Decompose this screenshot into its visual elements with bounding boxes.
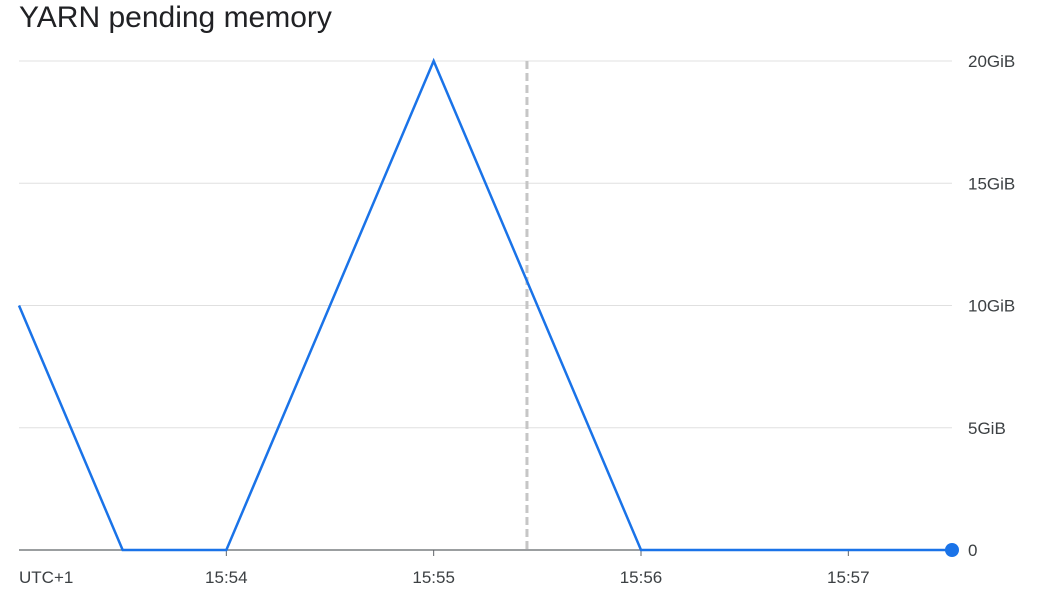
y-tick-label: 0 [968,541,977,560]
y-tick-label: 10GiB [968,297,1015,316]
data-point[interactable] [638,547,644,553]
data-point[interactable] [120,547,126,553]
x-axis-labels: UTC+1 15:54 15:55 15:56 15:57 [19,568,870,587]
x-tick-label: 15:56 [620,568,663,587]
timezone-label: UTC+1 [19,568,73,587]
series-line-0[interactable] [17,57,952,552]
y-axis-labels: 0 5GiB 10GiB 15GiB 20GiB [968,52,1015,560]
data-point[interactable] [431,58,437,64]
gridlines [19,60,952,556]
x-tick-label: 15:57 [827,568,870,587]
last-value-marker[interactable] [945,543,959,557]
x-tick-label: 15:54 [205,568,248,587]
x-tick-label: 15:55 [412,568,455,587]
data-point[interactable] [223,547,229,553]
chart-title: YARN pending memory [19,1,332,34]
data-point[interactable] [16,303,22,309]
series-layer [16,57,959,557]
y-tick-label: 15GiB [968,174,1015,193]
y-tick-label: 20GiB [968,52,1015,71]
y-tick-label: 5GiB [968,419,1006,438]
